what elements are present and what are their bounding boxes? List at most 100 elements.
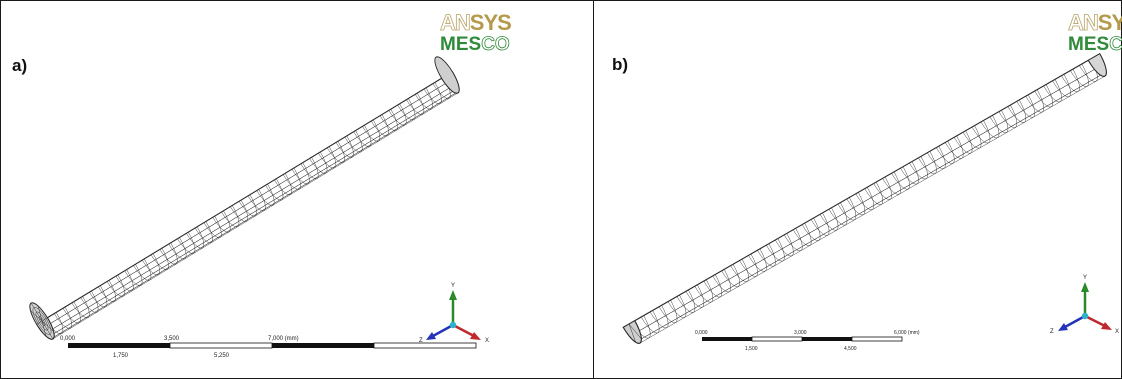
mesh-line — [291, 162, 310, 185]
scale-tick-label: 7,000 (mm) — [268, 336, 299, 342]
mesh-line — [775, 233, 794, 257]
mesh-line — [953, 130, 973, 154]
face-mesh-line — [32, 307, 52, 335]
mesh-line — [739, 253, 758, 277]
scale-segment — [751, 336, 803, 342]
x-axis-head — [1101, 322, 1112, 330]
mesh-line — [712, 269, 731, 293]
mesh-line — [980, 115, 1000, 139]
mesh-line — [80, 290, 99, 313]
logo-text: SYS — [469, 10, 512, 35]
y-axis-label: Y — [451, 283, 455, 289]
mesh-line — [274, 173, 293, 196]
face-mesh-line — [628, 323, 636, 343]
scale-bar: 0,000 3,500 7,000 (mm) 1,750 5,250 — [60, 336, 477, 359]
mesh-line — [748, 248, 767, 272]
mesh-line — [873, 176, 892, 200]
logo-text: CO — [1109, 34, 1122, 55]
mesh-body — [622, 52, 1107, 344]
mesh-line — [1061, 69, 1080, 92]
mesh-line — [353, 125, 372, 147]
logo-text: AN — [440, 10, 472, 35]
panel-label: b) — [612, 55, 629, 74]
mesh-line — [54, 306, 72, 329]
mesh-line — [115, 269, 134, 292]
mesh-view: 0,000 3,500 7,000 (mm) 1,750 5,250 Y X Z — [29, 56, 489, 359]
mesh-line — [837, 197, 857, 221]
mesh-line — [335, 135, 354, 158]
mesh-line — [918, 151, 937, 175]
mesh-line — [256, 183, 275, 206]
logo-text: AN — [1068, 10, 1100, 35]
mesh-line — [98, 280, 116, 302]
mesh-line — [406, 93, 425, 115]
mesh-line — [766, 238, 785, 262]
scale-tick-label: 0,000 — [60, 336, 76, 342]
mesh-line — [1052, 74, 1071, 98]
mesh-line — [819, 207, 839, 231]
mesh-line — [71, 296, 90, 319]
mesh-line — [177, 232, 196, 254]
mesh-line — [685, 284, 705, 308]
x-axis-arrow — [1084, 314, 1106, 328]
mesh-line — [221, 205, 240, 228]
mesh-line — [344, 130, 363, 153]
scale-segment — [272, 343, 374, 348]
mesh-line — [721, 264, 740, 288]
mesh-line — [1007, 99, 1027, 123]
cylinder-mesh — [29, 56, 460, 340]
mesh-line — [1016, 94, 1036, 118]
mesh-line — [370, 114, 389, 137]
panel-divider — [593, 0, 594, 379]
mesh-view: 0,000 3,000 6,000 (mm) 1,500 4,500 Y X Z — [622, 52, 1119, 352]
scale-segment — [169, 342, 273, 349]
scale-tick-label: 1,750 — [113, 353, 129, 359]
mesh-line — [1025, 89, 1044, 113]
triad-origin — [1081, 312, 1089, 320]
mesh-line — [415, 87, 433, 110]
scale-tick-label: 4,500 — [844, 346, 857, 352]
mesh-line — [640, 310, 660, 334]
mesh-line — [282, 167, 301, 190]
z-axis-label: Z — [1050, 329, 1054, 335]
x-axis-head — [470, 332, 481, 340]
mesh-line — [730, 258, 749, 282]
logo-text: CO — [481, 34, 510, 55]
mesh-line — [388, 103, 407, 126]
mesh-line — [1043, 79, 1062, 103]
mesh-line — [397, 98, 416, 121]
z-axis-label: Z — [419, 338, 423, 344]
axis-triad: Y X Z — [419, 283, 489, 344]
mesh-line — [658, 300, 678, 323]
scale-segment — [802, 337, 852, 341]
mesh-line — [962, 125, 982, 149]
z-axis-arrow — [432, 323, 454, 338]
y-axis-head — [1081, 282, 1089, 292]
scale-bar: 0,000 3,000 6,000 (mm) 1,500 4,500 — [695, 330, 920, 352]
panel-label: a) — [12, 56, 28, 75]
scale-tick-label: 6,000 (mm) — [894, 330, 920, 336]
triad-origin — [449, 321, 457, 329]
mesh-line — [159, 242, 178, 265]
z-axis-arrow — [1064, 314, 1086, 329]
mesh-line — [300, 157, 319, 179]
mesh-line — [792, 223, 812, 246]
mesh-line — [703, 274, 723, 298]
mesh-line — [186, 226, 205, 249]
mesh-line — [133, 258, 152, 281]
mesh-line — [379, 109, 398, 131]
scale-segment — [373, 342, 477, 349]
scale-tick-label: 3,000 — [794, 330, 807, 336]
mesh-line — [142, 253, 161, 276]
mesh-line — [882, 171, 901, 195]
mesh-line — [855, 187, 875, 211]
mesh-line — [106, 274, 125, 297]
near-end-face — [622, 320, 642, 344]
mesh-line — [265, 178, 284, 201]
z-axis-head — [426, 332, 436, 340]
logo-text: MES — [1068, 34, 1110, 55]
ansys-logo: ANSYS MESCO — [1068, 10, 1122, 55]
x-axis-label: X — [1115, 329, 1119, 335]
mesh-line — [927, 146, 946, 169]
mesh-line — [846, 192, 866, 216]
